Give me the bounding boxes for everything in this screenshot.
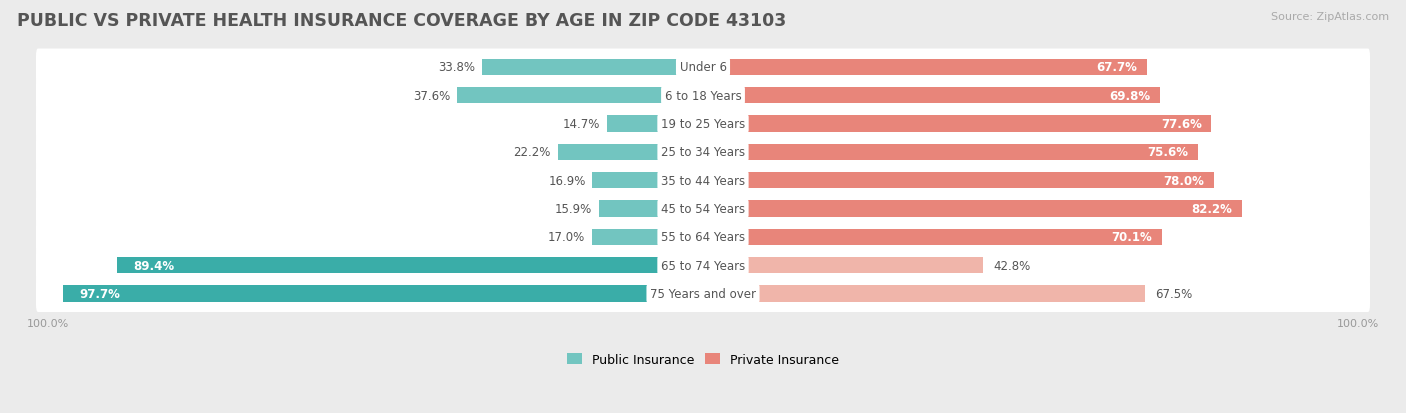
Text: 14.7%: 14.7% bbox=[562, 118, 600, 131]
FancyBboxPatch shape bbox=[481, 59, 703, 76]
Text: 97.7%: 97.7% bbox=[79, 287, 120, 300]
Text: Under 6: Under 6 bbox=[679, 61, 727, 74]
Text: 78.0%: 78.0% bbox=[1163, 174, 1205, 188]
FancyBboxPatch shape bbox=[37, 219, 1369, 256]
FancyBboxPatch shape bbox=[37, 106, 1369, 142]
Text: 82.2%: 82.2% bbox=[1191, 203, 1232, 216]
Text: 75 Years and over: 75 Years and over bbox=[650, 287, 756, 300]
Text: 89.4%: 89.4% bbox=[134, 259, 174, 272]
Text: PUBLIC VS PRIVATE HEALTH INSURANCE COVERAGE BY AGE IN ZIP CODE 43103: PUBLIC VS PRIVATE HEALTH INSURANCE COVER… bbox=[17, 12, 786, 30]
FancyBboxPatch shape bbox=[606, 116, 703, 133]
FancyBboxPatch shape bbox=[703, 145, 1198, 161]
Text: 6 to 18 Years: 6 to 18 Years bbox=[665, 90, 741, 102]
Text: 55 to 64 Years: 55 to 64 Years bbox=[661, 231, 745, 244]
FancyBboxPatch shape bbox=[703, 286, 1146, 302]
Text: 19 to 25 Years: 19 to 25 Years bbox=[661, 118, 745, 131]
Text: 67.5%: 67.5% bbox=[1156, 287, 1192, 300]
FancyBboxPatch shape bbox=[703, 59, 1147, 76]
FancyBboxPatch shape bbox=[592, 173, 703, 189]
Text: 16.9%: 16.9% bbox=[548, 174, 586, 188]
FancyBboxPatch shape bbox=[703, 88, 1160, 104]
Text: 37.6%: 37.6% bbox=[413, 90, 450, 102]
Text: 69.8%: 69.8% bbox=[1109, 90, 1150, 102]
Text: Source: ZipAtlas.com: Source: ZipAtlas.com bbox=[1271, 12, 1389, 22]
FancyBboxPatch shape bbox=[703, 257, 983, 274]
Text: 75.6%: 75.6% bbox=[1147, 146, 1188, 159]
FancyBboxPatch shape bbox=[117, 257, 703, 274]
FancyBboxPatch shape bbox=[37, 247, 1369, 284]
Legend: Public Insurance, Private Insurance: Public Insurance, Private Insurance bbox=[567, 353, 839, 366]
Text: 70.1%: 70.1% bbox=[1112, 231, 1153, 244]
Text: 67.7%: 67.7% bbox=[1095, 61, 1137, 74]
Text: 15.9%: 15.9% bbox=[555, 203, 592, 216]
FancyBboxPatch shape bbox=[37, 191, 1369, 228]
Text: 35 to 44 Years: 35 to 44 Years bbox=[661, 174, 745, 188]
FancyBboxPatch shape bbox=[703, 173, 1215, 189]
FancyBboxPatch shape bbox=[37, 275, 1369, 312]
FancyBboxPatch shape bbox=[703, 229, 1163, 246]
FancyBboxPatch shape bbox=[37, 162, 1369, 199]
FancyBboxPatch shape bbox=[703, 201, 1241, 217]
Text: 77.6%: 77.6% bbox=[1161, 118, 1202, 131]
FancyBboxPatch shape bbox=[457, 88, 703, 104]
Text: 45 to 54 Years: 45 to 54 Years bbox=[661, 203, 745, 216]
FancyBboxPatch shape bbox=[703, 116, 1212, 133]
Text: 17.0%: 17.0% bbox=[548, 231, 585, 244]
FancyBboxPatch shape bbox=[558, 145, 703, 161]
Text: 25 to 34 Years: 25 to 34 Years bbox=[661, 146, 745, 159]
FancyBboxPatch shape bbox=[37, 50, 1369, 86]
Text: 33.8%: 33.8% bbox=[439, 61, 475, 74]
FancyBboxPatch shape bbox=[37, 78, 1369, 114]
Text: 42.8%: 42.8% bbox=[993, 259, 1031, 272]
FancyBboxPatch shape bbox=[63, 286, 703, 302]
Text: 65 to 74 Years: 65 to 74 Years bbox=[661, 259, 745, 272]
FancyBboxPatch shape bbox=[37, 134, 1369, 171]
Text: 22.2%: 22.2% bbox=[513, 146, 551, 159]
FancyBboxPatch shape bbox=[599, 201, 703, 217]
FancyBboxPatch shape bbox=[592, 229, 703, 246]
